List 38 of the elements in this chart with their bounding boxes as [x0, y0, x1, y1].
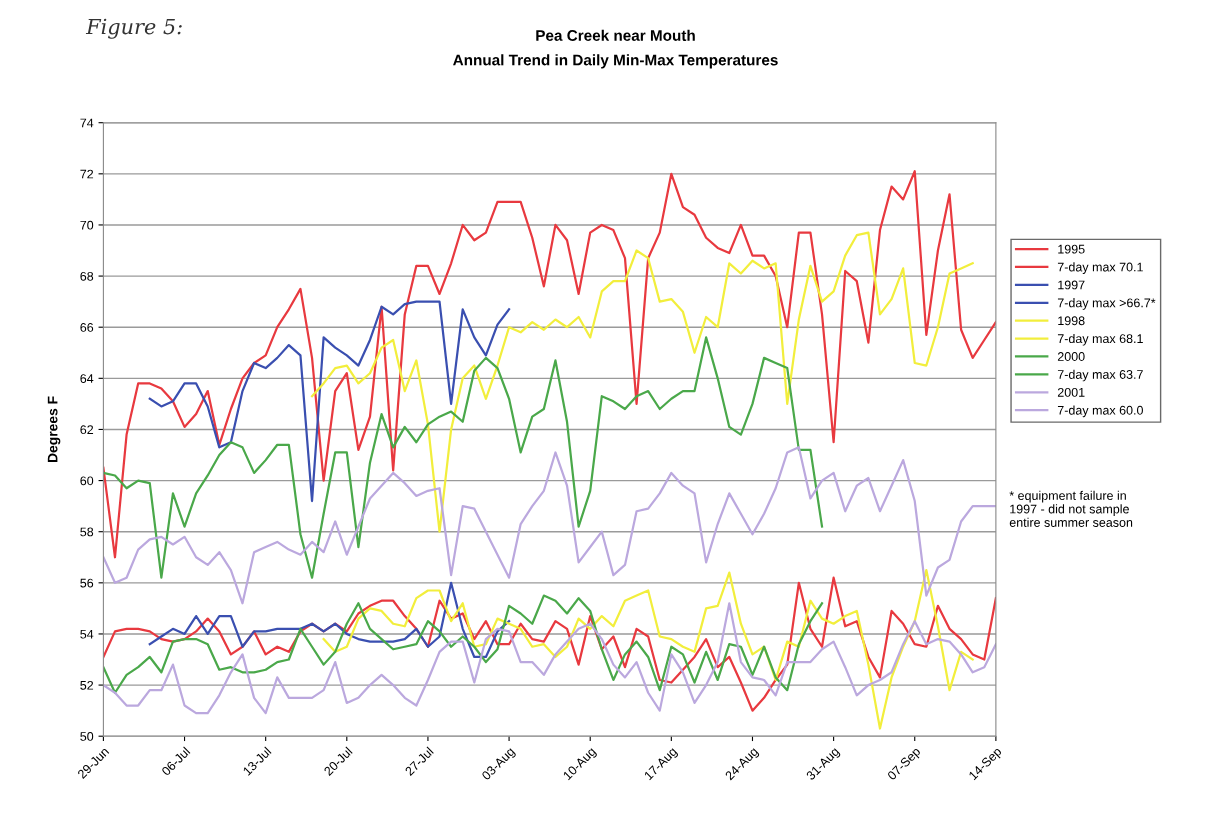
y-tick-label: 72 — [80, 169, 94, 179]
y-tick-label: 50 — [80, 732, 94, 741]
chart-subtitle: Annual Trend in Daily Min-Max Temperatures — [453, 54, 778, 69]
y-tick-label: 62 — [80, 425, 94, 435]
y-tick-label: 68 — [80, 271, 94, 281]
line-series — [103, 576, 996, 712]
y-tick-label: 58 — [80, 527, 94, 537]
y-tick-label: 64 — [80, 374, 94, 383]
line-series — [103, 594, 824, 694]
text: * equipment failure in 1997 - did not sample entire summer season — [1009, 490, 1133, 527]
line-series — [148, 300, 511, 503]
y-tick-label: 66 — [80, 323, 94, 332]
y-tick-label: 60 — [80, 476, 94, 486]
y-axis-title: Degrees F — [47, 396, 61, 463]
legend-label: 2001 — [1057, 387, 1085, 397]
legend-label: 7-day max 70.1 — [1057, 262, 1143, 274]
y-tick-label: 56 — [80, 578, 94, 588]
line-series — [310, 231, 974, 533]
legend-label: 7-day max 60.0 — [1057, 405, 1143, 418]
line-series — [322, 568, 974, 730]
chart-title: Pea Creek near Mouth — [536, 29, 695, 41]
legend-label: 1998 — [1058, 316, 1085, 326]
legend-label: 2000 — [1057, 352, 1085, 361]
legend-label: 7-day max 68.1 — [1057, 333, 1143, 346]
line-series — [103, 446, 996, 605]
y-tick-label: 52 — [80, 680, 94, 690]
line-series — [103, 336, 824, 579]
caption: Figure 5: — [85, 18, 182, 39]
y-tick-label: 70 — [80, 220, 94, 230]
line-series — [103, 170, 996, 559]
y-tick-label: 74 — [80, 118, 94, 128]
legend-label: 7-day max 63.7 — [1057, 369, 1143, 382]
legend-label: 7-day max >66.7* — [1057, 298, 1156, 310]
line-series — [103, 602, 996, 715]
legend-label: 1995 — [1058, 244, 1085, 254]
line-series — [148, 581, 511, 659]
legend-label: 1997 — [1058, 280, 1085, 290]
y-tick-label: 54 — [80, 629, 94, 639]
